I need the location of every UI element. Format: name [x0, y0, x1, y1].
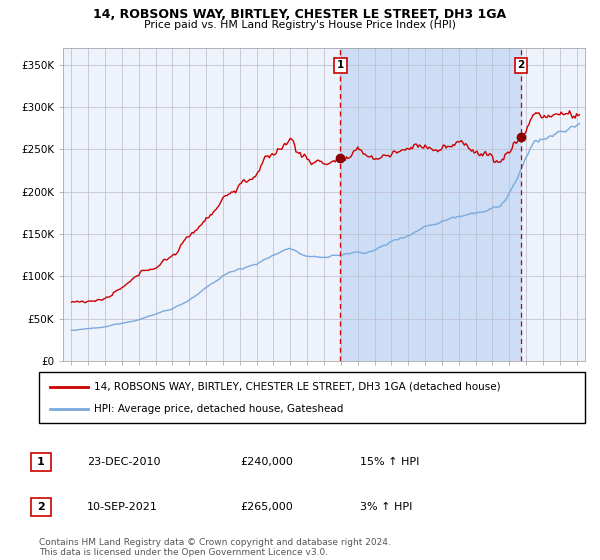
FancyBboxPatch shape — [39, 372, 585, 423]
Text: 14, ROBSONS WAY, BIRTLEY, CHESTER LE STREET, DH3 1GA (detached house): 14, ROBSONS WAY, BIRTLEY, CHESTER LE STR… — [94, 381, 500, 391]
FancyBboxPatch shape — [31, 498, 50, 516]
Text: 3% ↑ HPI: 3% ↑ HPI — [360, 502, 412, 512]
Text: 1: 1 — [37, 457, 44, 467]
Text: 14, ROBSONS WAY, BIRTLEY, CHESTER LE STREET, DH3 1GA: 14, ROBSONS WAY, BIRTLEY, CHESTER LE STR… — [94, 8, 506, 21]
Text: Price paid vs. HM Land Registry's House Price Index (HPI): Price paid vs. HM Land Registry's House … — [144, 20, 456, 30]
Text: 23-DEC-2010: 23-DEC-2010 — [87, 457, 161, 467]
Text: 1: 1 — [337, 60, 344, 70]
Text: Contains HM Land Registry data © Crown copyright and database right 2024.
This d: Contains HM Land Registry data © Crown c… — [39, 538, 391, 557]
Text: 2: 2 — [37, 502, 44, 512]
Text: £265,000: £265,000 — [240, 502, 293, 512]
Text: £240,000: £240,000 — [240, 457, 293, 467]
Bar — [340, 48, 521, 361]
Text: HPI: Average price, detached house, Gateshead: HPI: Average price, detached house, Gate… — [94, 404, 343, 414]
FancyBboxPatch shape — [31, 453, 50, 471]
Text: 10-SEP-2021: 10-SEP-2021 — [87, 502, 158, 512]
Text: 15% ↑ HPI: 15% ↑ HPI — [360, 457, 419, 467]
Text: 2: 2 — [518, 60, 525, 70]
